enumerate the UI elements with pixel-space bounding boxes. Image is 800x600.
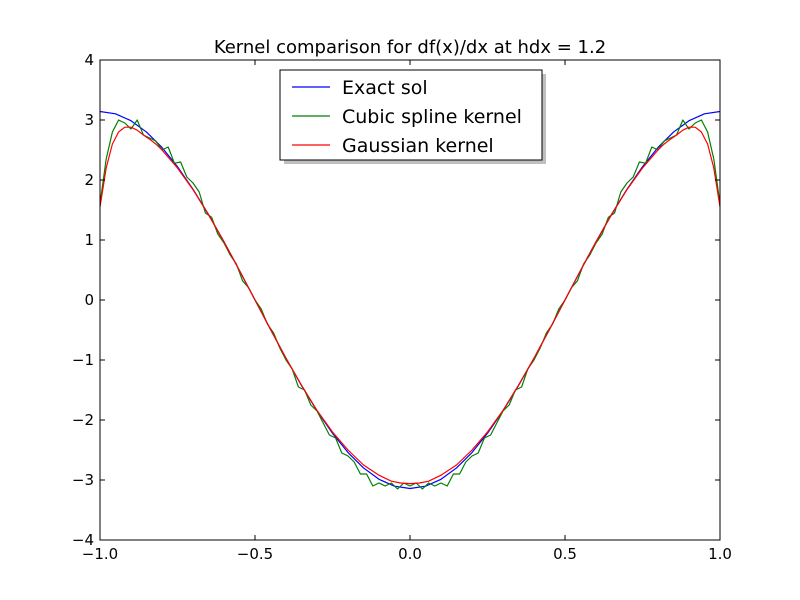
- y-tick-label: 1: [84, 231, 94, 249]
- legend-label-2: Gaussian kernel: [342, 135, 494, 157]
- x-tick-label: 0.0: [398, 545, 422, 563]
- plot-frame: [99, 59, 721, 541]
- y-tick-label: 0: [84, 291, 94, 309]
- y-tick-label: −1: [72, 351, 94, 369]
- y-tick-label: −3: [72, 471, 94, 489]
- legend-label-0: Exact sol: [342, 77, 428, 99]
- y-tick-label: 4: [84, 51, 94, 69]
- legend-label-1: Cubic spline kernel: [342, 106, 522, 128]
- chart-title: Kernel comparison for df(x)/dx at hdx = …: [214, 37, 606, 58]
- ticks-layer: −1.0 −0.5 0.0 0.5 1.0 −4 −3 −2 −1 0 1 2 3 4: [72, 51, 732, 563]
- y-tick-label: 3: [84, 111, 94, 129]
- x-tick-label: 1.0: [708, 545, 732, 563]
- series-line-2: [100, 126, 720, 485]
- y-tick-label: −2: [72, 411, 94, 429]
- x-tick-label: −1.0: [82, 545, 118, 563]
- y-tick-label: −4: [72, 531, 94, 549]
- x-tick-label: 0.5: [553, 545, 577, 563]
- legend: Exact sol Cubic spline kernel Gaussian ker…: [279, 69, 546, 164]
- series-layer: [100, 110, 720, 490]
- y-tick-label: 2: [84, 171, 94, 189]
- x-tick-label: −0.5: [237, 545, 273, 563]
